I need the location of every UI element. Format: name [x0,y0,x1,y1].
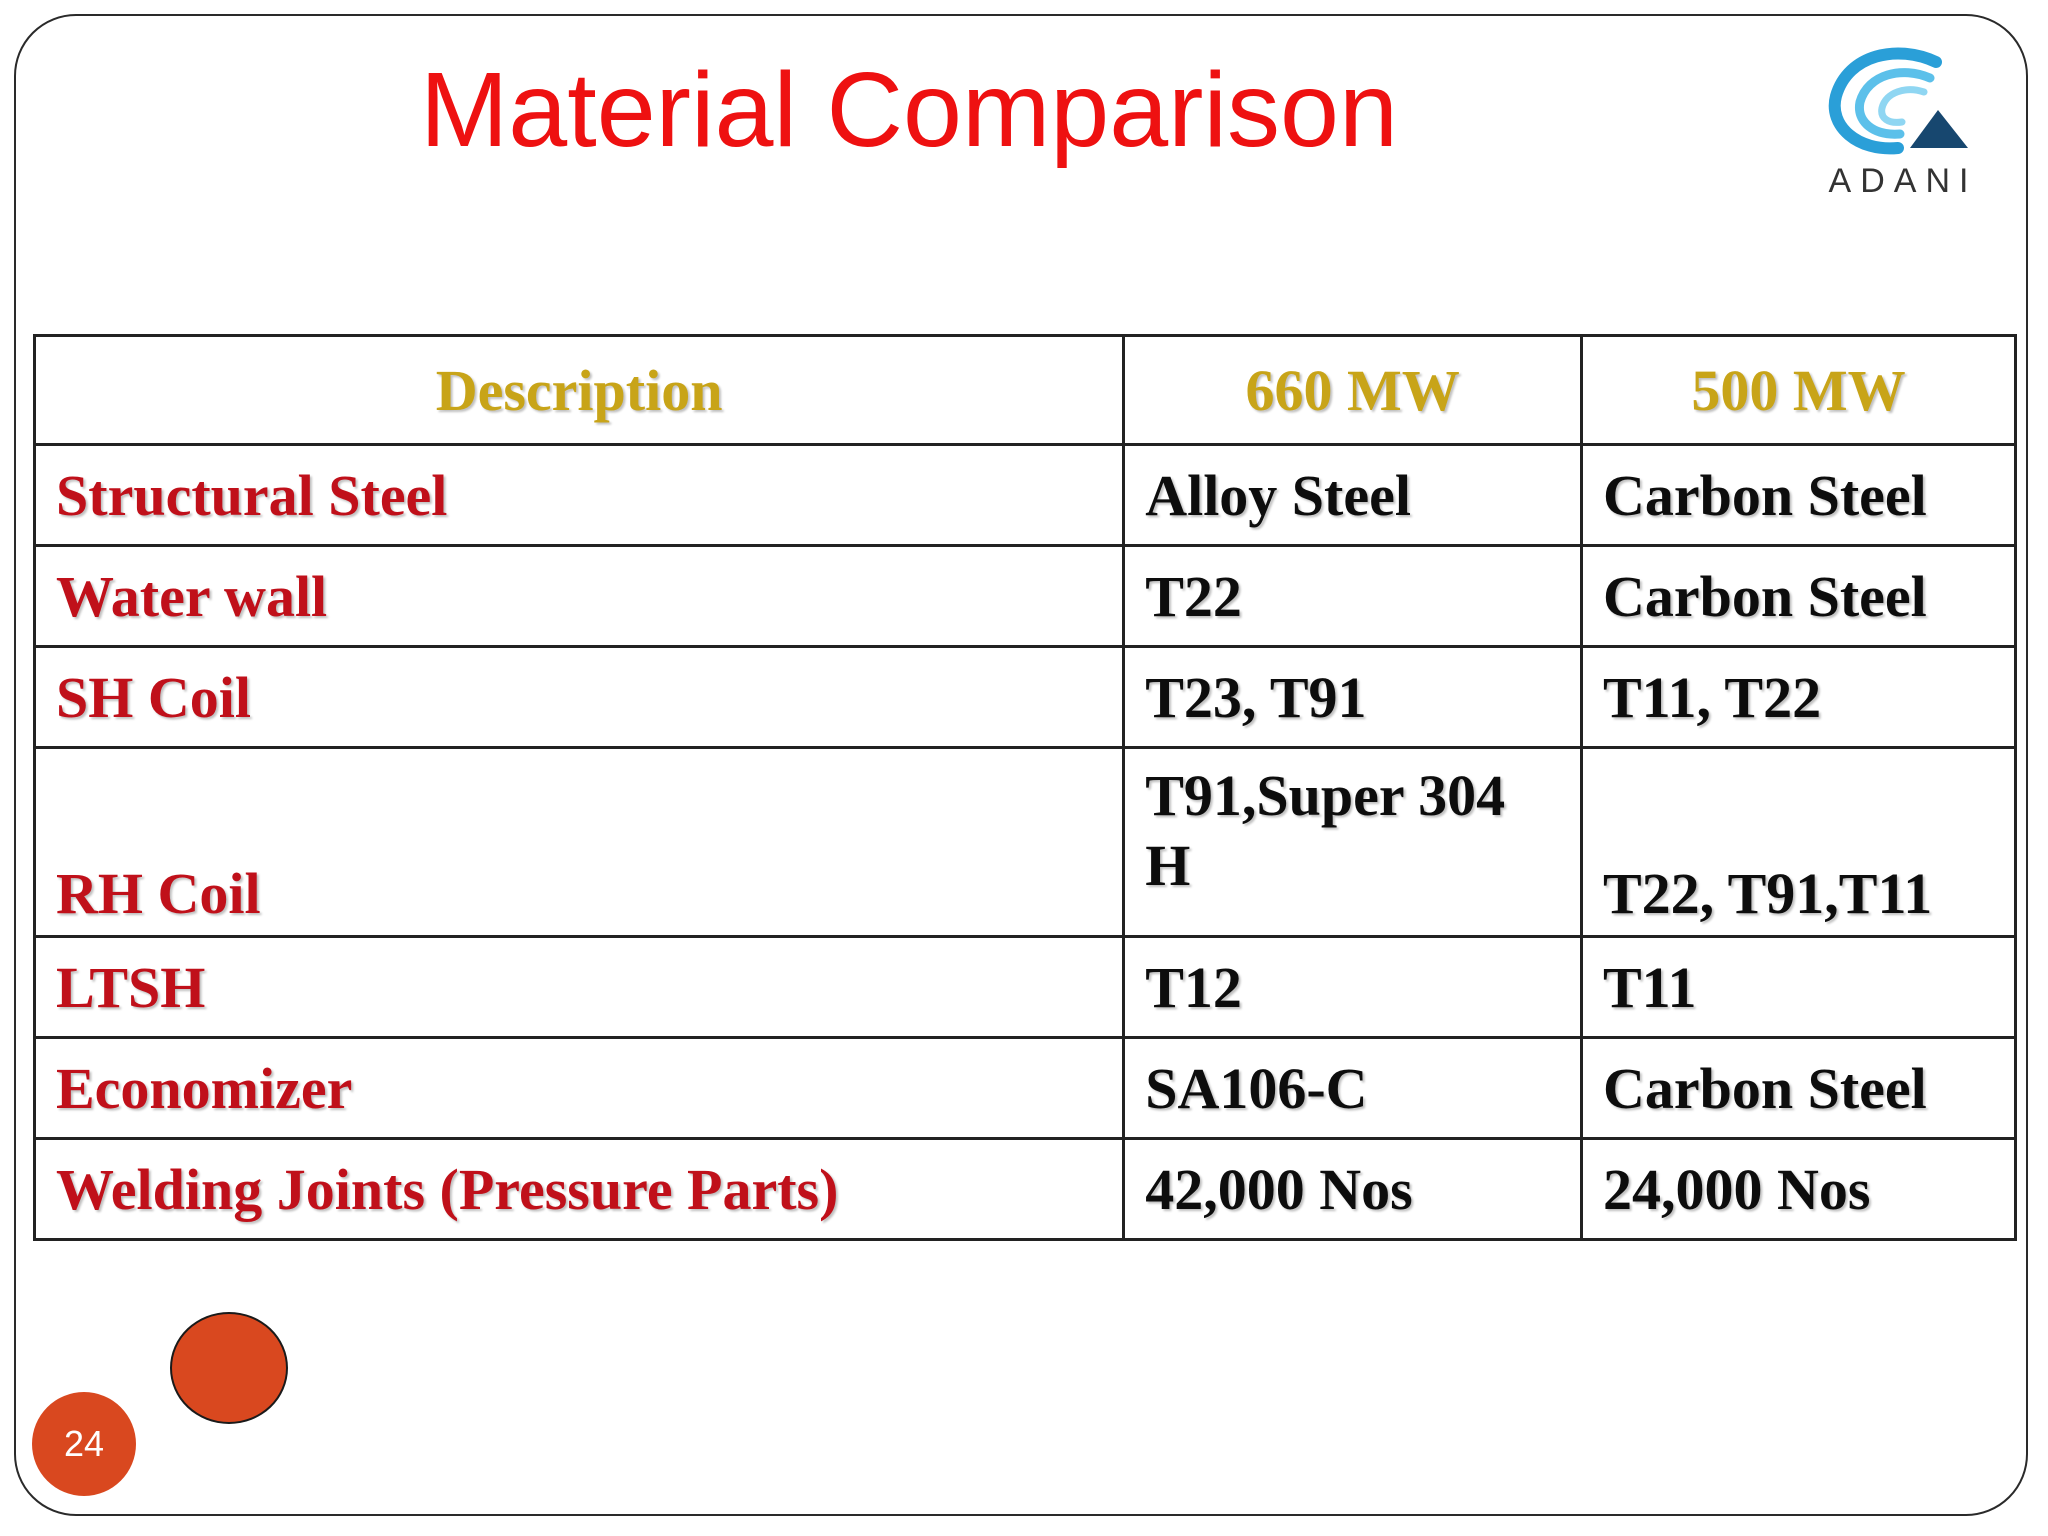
row-description: RH Coil [32,746,1126,938]
table-row: Structural Steel Alloy Steel Carbon Stee… [32,443,2018,547]
row-500mw-value: T11 [1579,935,2018,1039]
header-500mw: 500 MW [1579,334,2018,446]
slide-title: Material Comparison [420,51,1398,169]
page-number-badge: 24 [32,1392,136,1496]
adani-logo-icon [1828,47,1968,155]
material-comparison-table: Description 660 MW 500 MW Structural Ste… [32,334,2018,1241]
table-row: Welding Joints (Pressure Parts) 42,000 N… [32,1137,2018,1241]
row-660mw-value: T22 [1122,544,1583,648]
row-description: LTSH [32,935,1126,1039]
row-660mw-value: SA106-C [1122,1036,1583,1140]
decorative-circle [170,1312,288,1424]
table-row: SH Coil T23, T91 T11, T22 [32,645,2018,749]
row-description: Welding Joints (Pressure Parts) [32,1137,1126,1241]
table-row: LTSH T12 T11 [32,935,2018,1039]
logo-text: ADANI [1828,162,1978,200]
row-500mw-value: Carbon Steel [1579,1036,2018,1140]
row-660mw-value: Alloy Steel [1122,443,1583,547]
header-description: Description [32,334,1126,446]
row-660mw-value: T23, T91 [1122,645,1583,749]
row-500mw-value: Carbon Steel [1579,443,2018,547]
row-description: Structural Steel [32,443,1126,547]
table-header-row: Description 660 MW 500 MW [32,334,2018,446]
header-660mw: 660 MW [1122,334,1583,446]
page-number: 24 [63,1423,105,1464]
row-500mw-value: 24,000 Nos [1579,1137,2018,1241]
row-description: Water wall [32,544,1126,648]
adani-logo: ADANI [1818,44,1988,204]
row-660mw-value: T12 [1122,935,1583,1039]
row-description: Economizer [32,1036,1126,1140]
table-row: Water wall T22 Carbon Steel [32,544,2018,648]
row-660mw-value: T91,Super 304 H [1122,746,1583,938]
row-500mw-value: T22, T91,T11 [1579,746,2018,938]
table-row: RH Coil T91,Super 304 H T22, T91,T11 [32,746,2018,938]
row-500mw-value: Carbon Steel [1579,544,2018,648]
row-660mw-value: 42,000 Nos [1122,1137,1583,1241]
row-500mw-value: T11, T22 [1579,645,2018,749]
row-description: SH Coil [32,645,1126,749]
row-660mw-value-text: T91,Super 304 H [1145,763,1506,898]
table-row: Economizer SA106-C Carbon Steel [32,1036,2018,1140]
